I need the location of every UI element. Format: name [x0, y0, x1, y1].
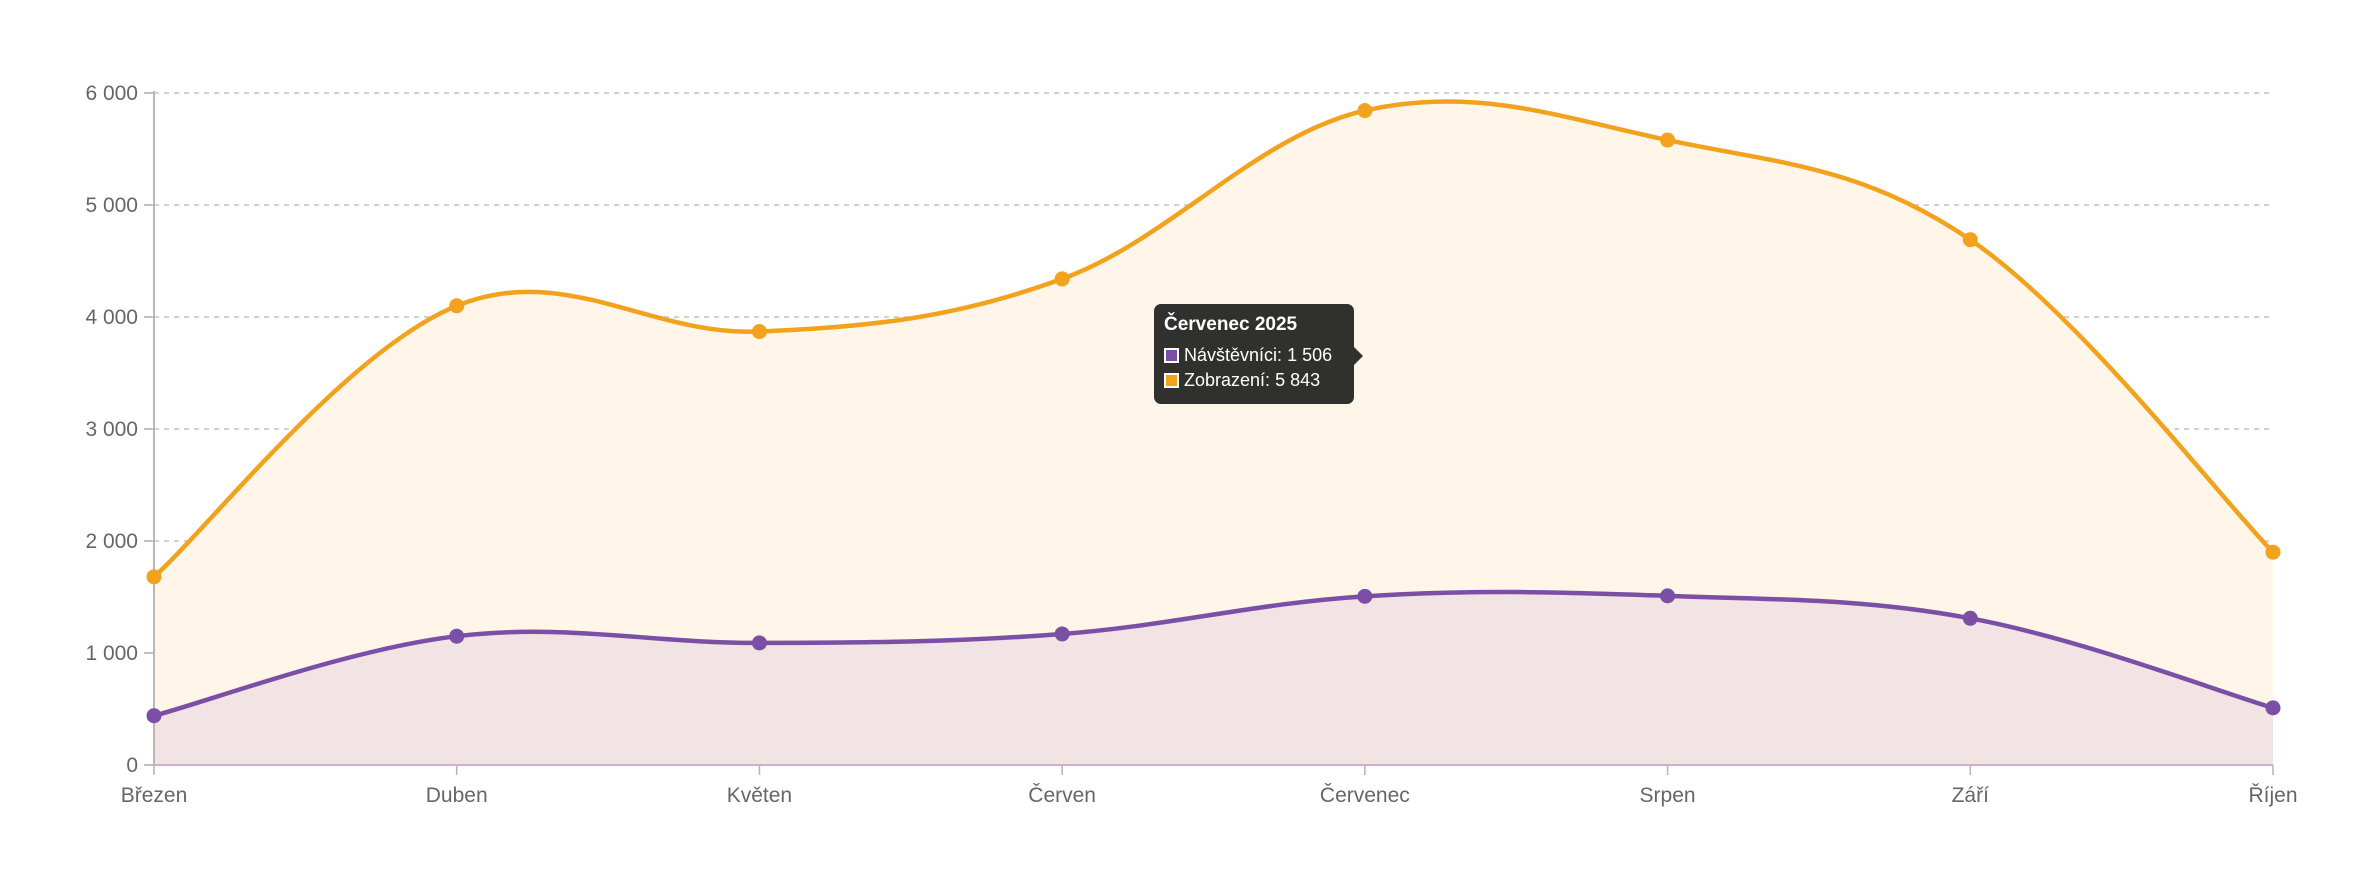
- data-point[interactable]: [449, 628, 465, 644]
- y-tick-label: 3 000: [85, 418, 138, 441]
- x-tick-label: Duben: [426, 784, 488, 807]
- tooltip-label-visitors: Návštěvníci: [1184, 345, 1278, 365]
- data-point[interactable]: [1962, 610, 1978, 626]
- data-point[interactable]: [751, 635, 767, 651]
- x-tick-label: Květen: [727, 784, 792, 807]
- tooltip-swatch-views: [1164, 373, 1179, 388]
- data-point[interactable]: [146, 569, 162, 585]
- data-point[interactable]: [2265, 544, 2281, 560]
- data-point[interactable]: [146, 708, 162, 724]
- x-tick-label: Srpen: [1640, 784, 1696, 807]
- x-tick-label: Červenec: [1320, 784, 1410, 807]
- tooltip-row-views: Zobrazení: 5 843: [1164, 368, 1344, 393]
- tick-labels: 0 1 000 2 000 3 000 4 000 5 000 6 000 Březen Dub…: [85, 82, 2297, 807]
- data-point[interactable]: [1962, 232, 1978, 248]
- data-point[interactable]: [1054, 271, 1070, 287]
- y-tick-label: 6 000: [85, 82, 138, 105]
- data-point[interactable]: [2265, 700, 2281, 716]
- tooltip-value-visitors: 1 506: [1287, 345, 1333, 365]
- y-tick-label: 4 000: [85, 306, 138, 329]
- series-lines: [152, 99, 2275, 718]
- series-line: [152, 99, 2275, 579]
- axes: [144, 91, 2274, 775]
- data-point[interactable]: [449, 298, 465, 314]
- data-point[interactable]: [1054, 626, 1070, 642]
- data-point[interactable]: [1660, 588, 1676, 604]
- x-tick-label: Březen: [121, 784, 188, 807]
- y-tick-label: 5 000: [85, 194, 138, 217]
- data-point[interactable]: [751, 324, 767, 340]
- data-point[interactable]: [1357, 588, 1373, 604]
- data-tooltip: Červenec 2025 Návštěvníci: 1 506 Zobraze…: [1154, 304, 1363, 404]
- x-tick-label: Září: [1952, 784, 1990, 807]
- tooltip-title: Červenec 2025: [1164, 314, 1298, 335]
- series-line: [153, 589, 2274, 718]
- series-areas: [154, 101, 2273, 766]
- series-points[interactable]: [146, 103, 2281, 724]
- tooltip-label-views: Zobrazení: [1184, 370, 1266, 390]
- data-point[interactable]: [1357, 103, 1373, 119]
- tooltip-value-views: 5 843: [1275, 370, 1321, 390]
- y-tick-label: 2 000: [85, 530, 138, 553]
- tooltip-swatch-visitors: [1164, 348, 1179, 363]
- x-tick-label: Červen: [1028, 784, 1096, 807]
- y-tick-label: 0: [126, 754, 138, 777]
- y-tick-label: 1 000: [85, 642, 138, 665]
- x-tick-label: Říjen: [2248, 784, 2297, 807]
- tooltip-row-visitors: Návštěvníci: 1 506: [1164, 343, 1344, 368]
- series-area: [154, 592, 2273, 765]
- data-point[interactable]: [1660, 132, 1676, 148]
